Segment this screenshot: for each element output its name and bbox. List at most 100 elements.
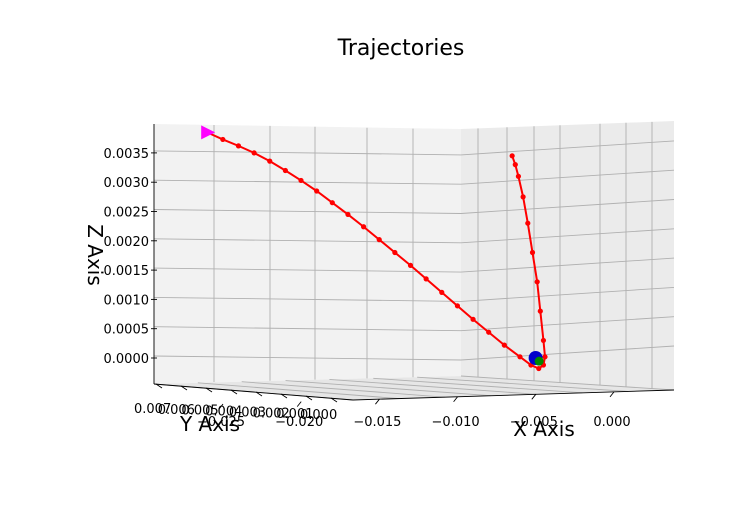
grid-line [153, 326, 462, 332]
y-tick-mark [280, 393, 288, 399]
trajectory-point [407, 262, 414, 269]
y-tick-mark [230, 389, 238, 395]
trajectory-point [520, 194, 526, 200]
y-tick-mark [205, 387, 213, 393]
y-tick-label: 0.005 [181, 404, 218, 419]
trajectory-point [512, 162, 518, 168]
trajectory-point [423, 276, 429, 282]
trajectory-point [525, 220, 531, 226]
y-tick-label: 0.002 [253, 406, 290, 421]
trajectory-point [267, 158, 273, 164]
x-axis-line [352, 389, 675, 401]
trajectory-point [298, 177, 304, 184]
back-pane [154, 124, 461, 384]
trajectory-point [534, 279, 540, 285]
x-tick-mark [296, 401, 302, 407]
trajectory-point [314, 188, 320, 194]
x-tick-label: −0.010 [432, 415, 480, 430]
y-tick-label: 0.007 [134, 402, 171, 417]
y-axis-line [153, 383, 354, 401]
grid-line [285, 380, 491, 397]
grid-line [460, 316, 675, 332]
grid-lines [153, 121, 675, 401]
x-tick-label: −0.025 [197, 415, 245, 430]
y-axis-label: Y Axis [179, 412, 240, 436]
grid-line [197, 382, 399, 400]
z-tick-label: 0.0035 [104, 147, 150, 162]
trajectory-point [282, 167, 288, 174]
trajectory-point [454, 303, 461, 309]
x-tick-label: −0.020 [275, 415, 323, 430]
x-tick-mark [531, 394, 537, 400]
y-tick-mark [305, 395, 313, 401]
start-marker [201, 125, 216, 140]
x-tick-mark [609, 391, 615, 398]
y-tick-label: 0.006 [158, 403, 195, 418]
axes-panes [154, 121, 674, 400]
z-tick-label: 0.0020 [104, 235, 150, 250]
x-tick-label: −0.005 [510, 415, 558, 430]
grid-line [460, 199, 675, 214]
grid-line [153, 267, 462, 273]
z-tick-label: 0.0000 [104, 352, 150, 367]
z-tick-label: 0.0030 [104, 176, 150, 191]
grid-line [153, 209, 462, 214]
grid-line [153, 238, 462, 244]
z-tick-label: 0.0010 [104, 293, 150, 308]
axis-edges [153, 124, 675, 401]
grid-line [153, 355, 462, 361]
end-marker-green [534, 356, 544, 366]
z-tick-label: 0.0015 [104, 264, 150, 279]
y-tick-mark [180, 385, 188, 391]
x-tick-label: 0.000 [593, 415, 630, 430]
y-tick-label: 0.003 [229, 405, 266, 420]
y-tick-mark [330, 397, 338, 403]
trajectory-point [235, 143, 242, 149]
grid-line [460, 375, 675, 391]
trajectory-line [206, 131, 547, 370]
grid-line [153, 179, 462, 185]
x-tick-mark [375, 398, 380, 405]
z-tick-labels: 0.0035 0.0030 0.0025 0.0020 0.0015 0.0010 0.00… [104, 147, 157, 367]
trajectory-point [517, 354, 523, 360]
trajectory-point [537, 308, 543, 314]
grid-line [153, 296, 462, 302]
y-tick-label: 0.004 [205, 405, 242, 420]
x-tick-label: −0.015 [353, 415, 401, 430]
grid-line [460, 345, 675, 361]
z-tick-label: 0.0025 [104, 206, 150, 221]
trajectory-point [251, 150, 257, 156]
trajectory-point [515, 173, 522, 179]
z-tick-label: 0.0005 [104, 323, 150, 338]
grid-line [460, 257, 675, 273]
x-tick-mark [453, 396, 458, 403]
side-pane [461, 121, 674, 390]
trajectory-point [360, 224, 367, 230]
trajectory-series [204, 129, 548, 372]
trajectory-point [439, 289, 445, 295]
y-tick-label: 0.000 [300, 408, 337, 423]
grid-line [460, 169, 675, 185]
x-tick-mark [218, 403, 224, 410]
trajectory-point [529, 249, 536, 256]
trajectory-point [345, 211, 351, 218]
grid-line [460, 140, 675, 156]
trajectory-point [220, 136, 226, 143]
y-tick-label: 0.001 [276, 407, 313, 422]
trajectory-point [509, 153, 515, 159]
trajectory-markers [201, 125, 544, 366]
trajectory-point [501, 342, 507, 348]
trajectory-point [470, 316, 476, 322]
grid-line [241, 381, 445, 398]
trajectory-point [376, 237, 382, 243]
grid-line [153, 150, 462, 156]
y-tick-mark [255, 391, 263, 397]
grid-line [417, 376, 629, 392]
trajectory-point [540, 337, 547, 344]
chart-title: Trajectories [337, 36, 465, 61]
x-tick-labels: −0.025 −0.020 −0.015 −0.010 −0.005 0.000 [197, 391, 631, 430]
z-axis-label: Z Axis [83, 224, 107, 286]
trajectory-point [536, 365, 542, 372]
